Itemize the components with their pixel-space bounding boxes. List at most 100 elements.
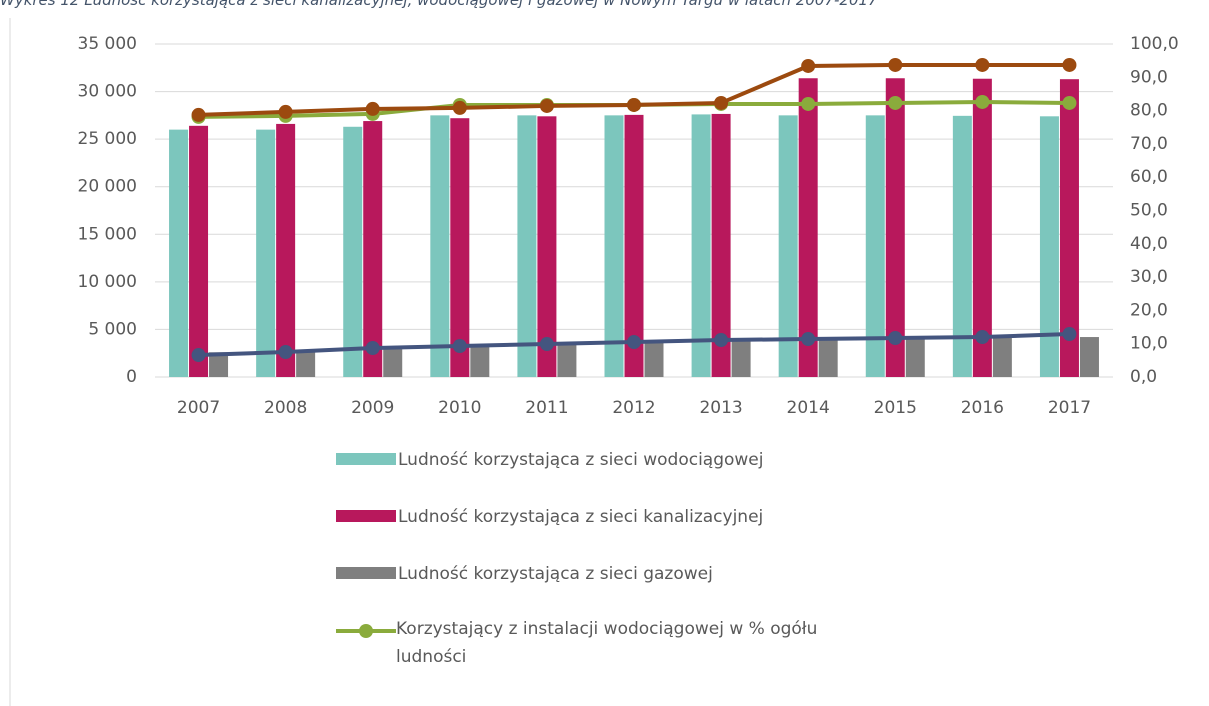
marker [1062, 327, 1077, 342]
marker [365, 101, 380, 116]
marker [801, 332, 816, 347]
legend-swatch [336, 617, 396, 645]
x-tick-label: 2011 [525, 398, 568, 418]
bar [992, 337, 1012, 377]
bar [711, 113, 731, 378]
y-tick-label: 25 000 [78, 129, 137, 149]
bar [209, 352, 229, 377]
y-tick-label: 15 000 [78, 224, 137, 244]
marker [714, 333, 729, 348]
marker [975, 94, 990, 109]
legend-item: Korzystający z instalacji wodociągowej w… [336, 615, 936, 672]
bar [470, 345, 490, 377]
legend-item: Ludność korzystająca z sieci gazowej [336, 558, 936, 615]
marker [365, 341, 380, 356]
marker [627, 335, 641, 350]
y2-tick-label: 100,0 [1130, 34, 1179, 54]
y2-tick-label: 0,0 [1130, 367, 1157, 387]
bar [363, 121, 383, 378]
bar [905, 338, 925, 377]
bar [885, 78, 905, 377]
bar [952, 115, 972, 377]
legend-label: Ludność korzystająca z sieci gazowej [398, 564, 713, 584]
bar [430, 115, 450, 377]
legend-swatch [336, 453, 396, 465]
y2-tick-label: 60,0 [1130, 167, 1168, 187]
bar [691, 114, 711, 378]
y2-tick-label: 50,0 [1130, 201, 1168, 221]
bar [189, 125, 209, 377]
x-tick-label: 2010 [438, 398, 481, 418]
marker [888, 331, 903, 346]
bar [296, 350, 316, 377]
bar [798, 78, 818, 377]
marker [452, 100, 467, 115]
legend-label: Ludność korzystająca z sieci kanalizacyj… [398, 507, 764, 527]
legend-label: Korzystający z instalacji wodociągowej w… [396, 619, 818, 667]
marker [1062, 95, 1077, 110]
legend: Ludność korzystająca z sieci wodociągowe… [336, 444, 936, 672]
x-tick-label: 2014 [787, 398, 830, 418]
legend-swatch [336, 567, 396, 579]
marker [191, 107, 206, 122]
marker [539, 337, 554, 352]
y-tick-label: 5 000 [88, 319, 137, 339]
y2-tick-label: 80,0 [1130, 101, 1168, 121]
bar [343, 126, 363, 377]
legend-item: Ludność korzystająca z sieci wodociągowe… [336, 444, 936, 501]
bar [517, 115, 537, 377]
bar [865, 115, 885, 377]
marker [975, 330, 990, 345]
marker [627, 97, 641, 112]
y2-tick-label: 10,0 [1130, 334, 1168, 354]
bar [972, 78, 992, 377]
marker [888, 95, 903, 110]
x-tick-label: 2013 [699, 398, 742, 418]
bar [450, 118, 470, 377]
marker [191, 348, 206, 363]
x-tick-label: 2016 [961, 398, 1004, 418]
bar [1059, 79, 1079, 378]
y2-tick-label: 20,0 [1130, 300, 1168, 320]
y-tick-label: 30 000 [78, 82, 137, 102]
marker [975, 57, 990, 72]
marker [888, 57, 903, 72]
marker [278, 345, 293, 360]
chart-title: Wykres 12 Ludność korzystająca z sieci k… [0, 0, 878, 9]
x-tick-label: 2008 [264, 398, 307, 418]
bar [276, 123, 296, 377]
bar [778, 115, 798, 377]
y-tick-label: 35 000 [78, 34, 137, 54]
x-tick-label: 2017 [1048, 398, 1091, 418]
y-tick-label: 10 000 [78, 272, 137, 292]
y-tick-label: 0 [126, 367, 137, 387]
legend-item: Ludność korzystająca z sieci kanalizacyj… [336, 501, 936, 558]
x-tick-label: 2015 [874, 398, 917, 418]
y2-tick-label: 40,0 [1130, 234, 1168, 254]
legend-label: Ludność korzystająca z sieci wodociągowe… [398, 450, 764, 470]
bar [731, 339, 751, 377]
bar [383, 347, 403, 377]
marker [801, 58, 816, 73]
bar [169, 129, 189, 377]
bar [1039, 116, 1059, 378]
bar [644, 340, 664, 377]
bar [557, 343, 577, 377]
x-tick-label: 2009 [351, 398, 394, 418]
bar [604, 115, 624, 377]
bar [818, 338, 838, 377]
x-tick-label: 2012 [612, 398, 655, 418]
y-tick-label: 20 000 [78, 177, 137, 197]
bar [256, 129, 276, 377]
y2-tick-label: 30,0 [1130, 267, 1168, 287]
y2-tick-label: 70,0 [1130, 134, 1168, 154]
marker [278, 104, 293, 119]
marker [714, 95, 729, 110]
x-tick-label: 2007 [177, 398, 220, 418]
marker [801, 96, 816, 111]
bar [624, 114, 644, 377]
bar [537, 116, 557, 378]
marker [1062, 57, 1077, 72]
